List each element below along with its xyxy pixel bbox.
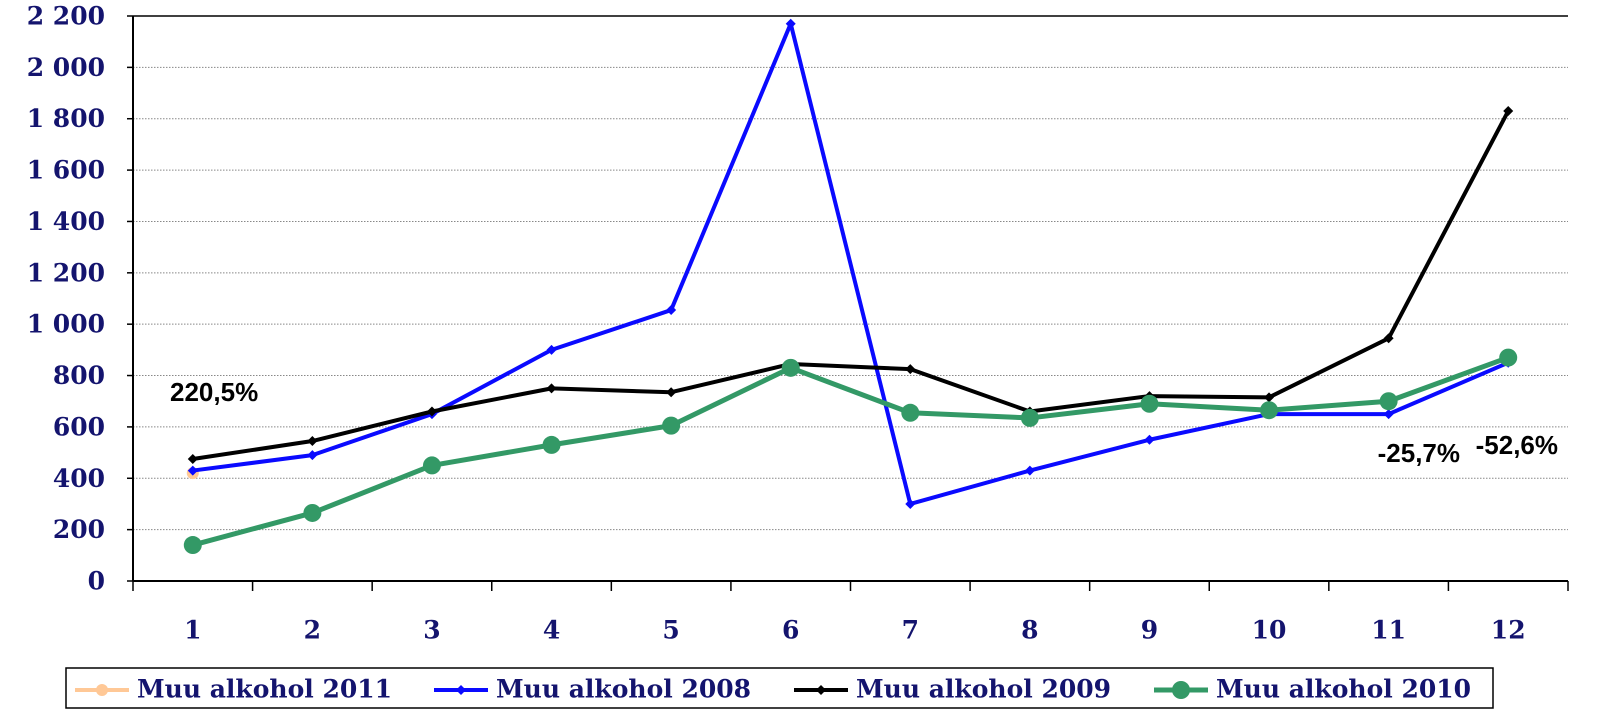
legend-label: Muu alkohol 2011: [137, 675, 392, 704]
y-tick-label: 1 200: [27, 258, 105, 287]
annotation: -25,7%: [1378, 438, 1460, 468]
marker: [183, 536, 202, 555]
marker: [187, 465, 198, 476]
x-tick-label: 6: [782, 616, 799, 645]
y-tick-label: 200: [53, 515, 105, 544]
x-tick-label: 5: [662, 616, 679, 645]
y-tick-label: 1 600: [27, 156, 105, 185]
marker: [1144, 434, 1155, 445]
x-tick-label: 8: [1021, 616, 1038, 645]
marker: [662, 416, 681, 435]
marker: [542, 435, 561, 454]
series: [183, 348, 1518, 555]
series-line: [192, 355, 1510, 548]
marker: [901, 403, 920, 422]
x-tick-label: 12: [1491, 616, 1526, 645]
legend-box: [65, 667, 1494, 709]
marker: [1503, 106, 1514, 117]
marker: [307, 436, 318, 447]
y-tick-label: 1 000: [27, 310, 105, 339]
marker: [1499, 348, 1518, 367]
y-tick-label: 400: [53, 464, 105, 493]
marker: [546, 344, 557, 355]
y-tick-label: 1 800: [27, 104, 105, 133]
legend-marker: [456, 685, 466, 695]
legend-marker: [1172, 681, 1190, 699]
y-tick-label: 0: [88, 567, 105, 596]
x-tick-label: 9: [1141, 616, 1158, 645]
marker: [422, 456, 441, 475]
marker: [1383, 409, 1394, 420]
marker: [666, 387, 677, 398]
annotation: 220,5%: [170, 377, 258, 407]
marker: [307, 450, 318, 461]
x-tick-label: 10: [1252, 616, 1287, 645]
legend-label: Muu alkohol 2008: [496, 675, 751, 704]
legend-label: Muu alkohol 2010: [1216, 675, 1471, 704]
x-tick-label: 4: [543, 616, 560, 645]
marker: [1379, 392, 1398, 411]
series-line: [192, 21, 1509, 506]
series-line: [192, 110, 1510, 461]
series: [187, 106, 1514, 465]
legend-label: Muu alkohol 2009: [856, 675, 1111, 704]
marker: [905, 364, 916, 375]
x-tick-label: 2: [304, 616, 321, 645]
y-tick-label: 2 000: [27, 53, 105, 82]
x-tick-label: 7: [902, 616, 919, 645]
annotation: -52,6%: [1476, 430, 1558, 460]
marker: [905, 498, 916, 509]
marker: [1383, 333, 1394, 344]
y-tick-label: 1 400: [27, 207, 105, 236]
marker: [785, 18, 796, 29]
marker: [1140, 394, 1159, 413]
legend-marker: [96, 684, 108, 696]
marker: [187, 454, 198, 465]
x-tick-label: 3: [423, 616, 440, 645]
marker: [1264, 392, 1275, 403]
marker: [1024, 465, 1035, 476]
legend-marker: [816, 685, 826, 695]
y-tick-label: 2 200: [27, 2, 105, 31]
marker: [666, 305, 677, 316]
marker: [546, 383, 557, 394]
y-tick-label: 600: [53, 412, 105, 441]
marker: [303, 503, 322, 522]
marker: [1020, 408, 1039, 427]
marker: [781, 358, 800, 377]
marker: [426, 406, 437, 417]
y-tick-label: 800: [53, 361, 105, 390]
marker: [1260, 401, 1279, 420]
series: [187, 18, 1514, 509]
x-tick-label: 1: [184, 616, 201, 645]
x-tick-label: 11: [1371, 616, 1406, 645]
